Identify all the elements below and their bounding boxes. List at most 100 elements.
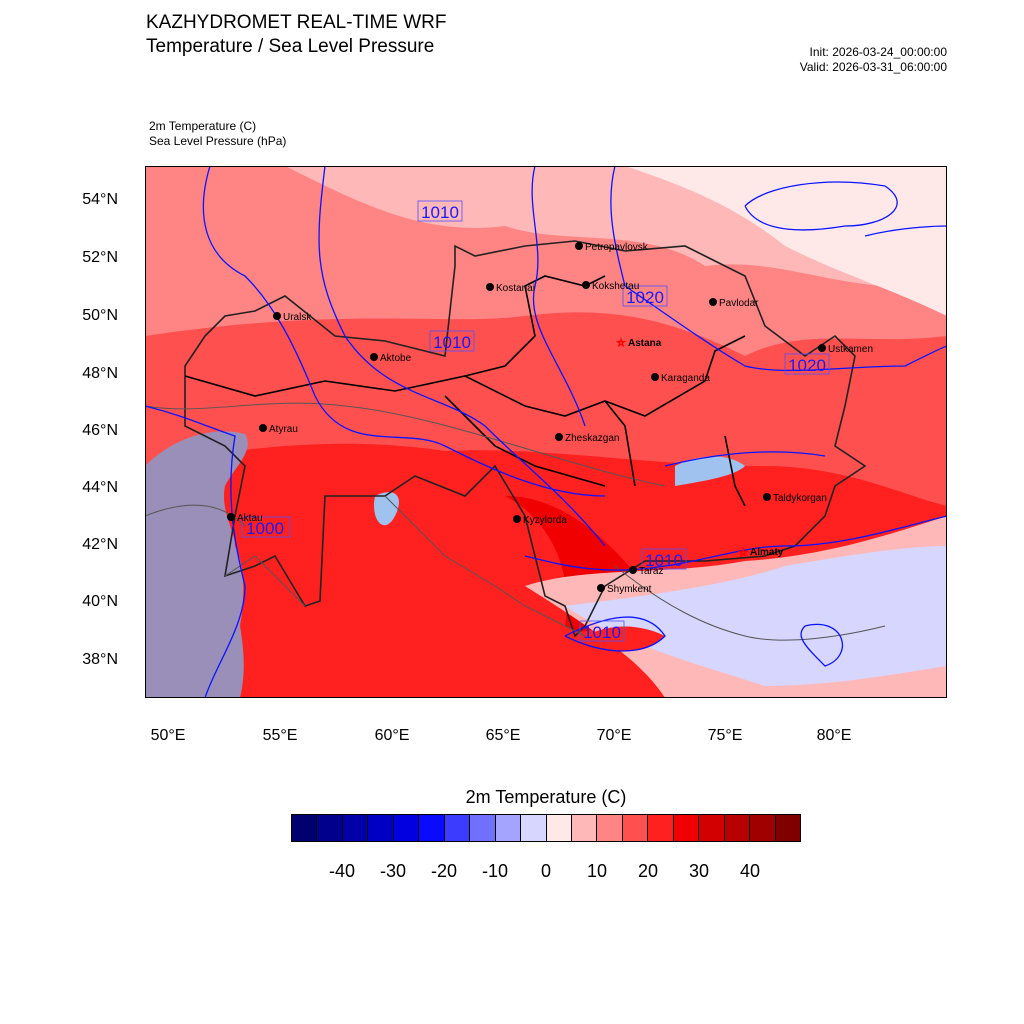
city-kyzylorda: Kyzylorda bbox=[513, 515, 567, 526]
city-pavlodar: Pavlodar bbox=[709, 298, 759, 309]
city-taldykorgan: Taldykorgan bbox=[763, 493, 827, 504]
city-ustkamen: Ustkamen bbox=[818, 344, 873, 355]
svg-text:Almaty: Almaty bbox=[750, 547, 784, 558]
colorbar-label: -20 bbox=[430, 861, 458, 881]
isobar-label: 1010 bbox=[579, 620, 625, 642]
isobar-label: 1010 bbox=[641, 548, 687, 570]
svg-text:Kostanai: Kostanai bbox=[496, 283, 535, 294]
lon-label: 80°E bbox=[816, 727, 852, 744]
svg-text:Ustkamen: Ustkamen bbox=[828, 344, 873, 355]
city-kokshetau: Kokshetau bbox=[582, 281, 639, 292]
map-panel: 1010 1020 1010 1020 1000 1010 1010 Petro… bbox=[145, 166, 947, 698]
lat-label: 50°N bbox=[82, 307, 118, 324]
city-karaganda: Karaganda bbox=[651, 373, 710, 384]
colorbar-swatch bbox=[368, 815, 394, 841]
colorbar-swatch bbox=[470, 815, 496, 841]
lon-label: 65°E bbox=[485, 727, 521, 744]
mountain-cold-zone bbox=[565, 546, 947, 686]
city-taraz: Taraz bbox=[629, 566, 663, 577]
colorbar-swatch bbox=[724, 815, 751, 841]
svg-text:1010: 1010 bbox=[433, 333, 471, 352]
colorbar-label: 30 bbox=[688, 861, 710, 881]
lat-label: 54°N bbox=[82, 191, 118, 208]
city-almaty: ☆ Almaty bbox=[738, 547, 784, 560]
lat-label: 44°N bbox=[82, 479, 118, 496]
lat-label: 46°N bbox=[82, 422, 118, 439]
colorbar-swatch bbox=[750, 815, 776, 841]
city-kostanai: Kostanai bbox=[486, 283, 535, 294]
svg-text:Petropavlovsk: Petropavlovsk bbox=[585, 242, 649, 253]
isobar-label: 1010 bbox=[417, 200, 463, 222]
valid-time: Valid: 2026-03-31_06:00:00 bbox=[799, 60, 947, 74]
figure-subtitle: Temperature / Sea Level Pressure bbox=[146, 36, 435, 57]
colorbar-swatch bbox=[699, 815, 725, 841]
svg-text:☆: ☆ bbox=[617, 338, 626, 349]
city-astana: ☆ Astana bbox=[616, 338, 662, 350]
caspian-sea bbox=[145, 431, 248, 698]
lon-label: 75°E bbox=[707, 727, 743, 744]
colorbar-swatch bbox=[342, 815, 369, 841]
colorbar-label: -40 bbox=[328, 861, 356, 881]
colorbar-swatch bbox=[419, 815, 445, 841]
svg-text:1010: 1010 bbox=[645, 551, 683, 570]
colorbar-swatch bbox=[393, 815, 420, 841]
aral-sea bbox=[374, 492, 399, 526]
init-time: Init: 2026-03-24_00:00:00 bbox=[809, 45, 947, 59]
colorbar-swatch bbox=[597, 815, 623, 841]
temp-zone-0-5 bbox=[625, 166, 947, 316]
svg-text:Kyzylorda: Kyzylorda bbox=[523, 515, 567, 526]
city-shymkent: Shymkent bbox=[597, 584, 652, 595]
colorbar-swatch bbox=[673, 815, 700, 841]
colorbar-swatch bbox=[444, 815, 471, 841]
lat-label: 40°N bbox=[82, 593, 118, 610]
svg-text:Karaganda: Karaganda bbox=[661, 373, 710, 384]
lon-label: 55°E bbox=[262, 727, 298, 744]
svg-text:Atyrau: Atyrau bbox=[269, 424, 298, 435]
lat-label: 52°N bbox=[82, 249, 118, 266]
colorbar-label: 20 bbox=[637, 861, 659, 881]
colorbar-swatch bbox=[571, 815, 598, 841]
colorbar-label: 10 bbox=[586, 861, 608, 881]
colorbar-swatch bbox=[521, 815, 547, 841]
svg-text:1020: 1020 bbox=[626, 288, 664, 307]
svg-text:Pavlodar: Pavlodar bbox=[719, 298, 759, 309]
isobar-label: 1000 bbox=[241, 516, 291, 538]
svg-text:☆: ☆ bbox=[739, 548, 748, 559]
colorbar-swatch bbox=[292, 815, 318, 841]
neighbor-borders bbox=[145, 402, 886, 641]
svg-text:Taldykorgan: Taldykorgan bbox=[773, 493, 827, 504]
colorbar-label: -30 bbox=[379, 861, 407, 881]
svg-text:Taraz: Taraz bbox=[639, 566, 663, 577]
city-petropavlovsk: Petropavlovsk bbox=[575, 242, 649, 253]
isobar-label: 1010 bbox=[429, 330, 475, 352]
lon-label: 60°E bbox=[374, 727, 410, 744]
field-label-pressure: Sea Level Pressure (hPa) bbox=[149, 134, 287, 148]
svg-text:Zheskazgan: Zheskazgan bbox=[565, 433, 619, 444]
colorbar-label: -10 bbox=[481, 861, 509, 881]
colorbar-title: 2m Temperature (C) bbox=[465, 787, 627, 807]
svg-text:Aktobe: Aktobe bbox=[380, 353, 412, 364]
lon-label: 50°E bbox=[150, 727, 186, 744]
svg-text:Kokshetau: Kokshetau bbox=[592, 281, 639, 292]
colorbar-label: 0 bbox=[540, 861, 552, 881]
colorbar-swatch bbox=[495, 815, 522, 841]
colorbar-swatch bbox=[317, 815, 343, 841]
svg-text:Shymkent: Shymkent bbox=[607, 584, 652, 595]
lat-label: 48°N bbox=[82, 365, 118, 382]
valley-warm-zone bbox=[585, 626, 665, 651]
city-atyrau: Atyrau bbox=[259, 424, 298, 435]
figure-title: KAZHYDROMET REAL-TIME WRF bbox=[146, 12, 447, 33]
svg-text:Aktau: Aktau bbox=[237, 513, 263, 524]
isobars bbox=[145, 166, 947, 698]
lake-balkhash bbox=[675, 456, 745, 486]
svg-text:Uralsk: Uralsk bbox=[283, 312, 312, 323]
isobar-label: 1020 bbox=[784, 353, 830, 375]
lon-label: 70°E bbox=[596, 727, 632, 744]
svg-text:1020: 1020 bbox=[788, 356, 826, 375]
svg-text:1010: 1010 bbox=[583, 623, 621, 642]
city-aktau: Aktau bbox=[227, 513, 263, 524]
city-zheskazgan: Zheskazgan bbox=[555, 433, 619, 444]
colorbar-swatch bbox=[648, 815, 674, 841]
colorbar-swatch bbox=[546, 815, 572, 841]
